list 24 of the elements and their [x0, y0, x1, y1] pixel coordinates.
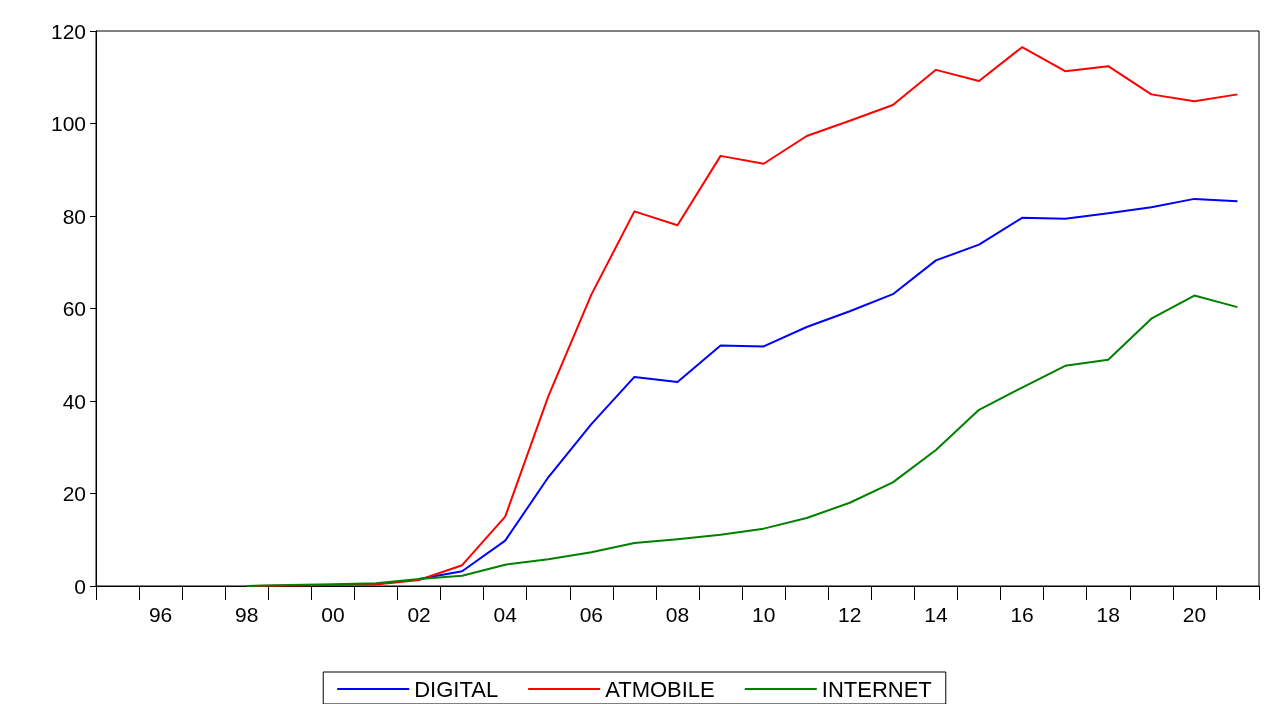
- x-tick-label: 20: [1182, 603, 1207, 626]
- y-tick-label: 80: [62, 204, 86, 228]
- y-tick-label: 120: [50, 19, 86, 43]
- x-tick-label: 16: [1010, 603, 1034, 626]
- legend-label: DIGITAL: [414, 676, 499, 702]
- x-tick-label: 98: [235, 603, 259, 626]
- x-tick-label: 12: [838, 603, 862, 626]
- x-tick-label: 18: [1096, 603, 1120, 626]
- x-tick-label: 08: [665, 603, 690, 626]
- x-tick-label: 04: [493, 603, 518, 626]
- x-tick-label: 10: [751, 603, 776, 626]
- y-tick-label: 0: [74, 574, 86, 598]
- legend-label: INTERNET: [821, 676, 932, 702]
- y-tick-label: 20: [62, 482, 86, 505]
- x-tick-label: 02: [407, 603, 431, 626]
- y-tick-label: 60: [62, 297, 86, 320]
- y-tick-label: 100: [50, 112, 86, 135]
- y-tick-label: 40: [62, 389, 86, 413]
- x-tick-label: 06: [579, 603, 604, 626]
- line-series: [245, 294, 1239, 587]
- legend-label: ATMOBILE: [605, 676, 715, 702]
- x-tick-label: 96: [148, 603, 173, 626]
- x-tick-label: 00: [321, 603, 345, 626]
- x-tick-label: 14: [924, 603, 948, 626]
